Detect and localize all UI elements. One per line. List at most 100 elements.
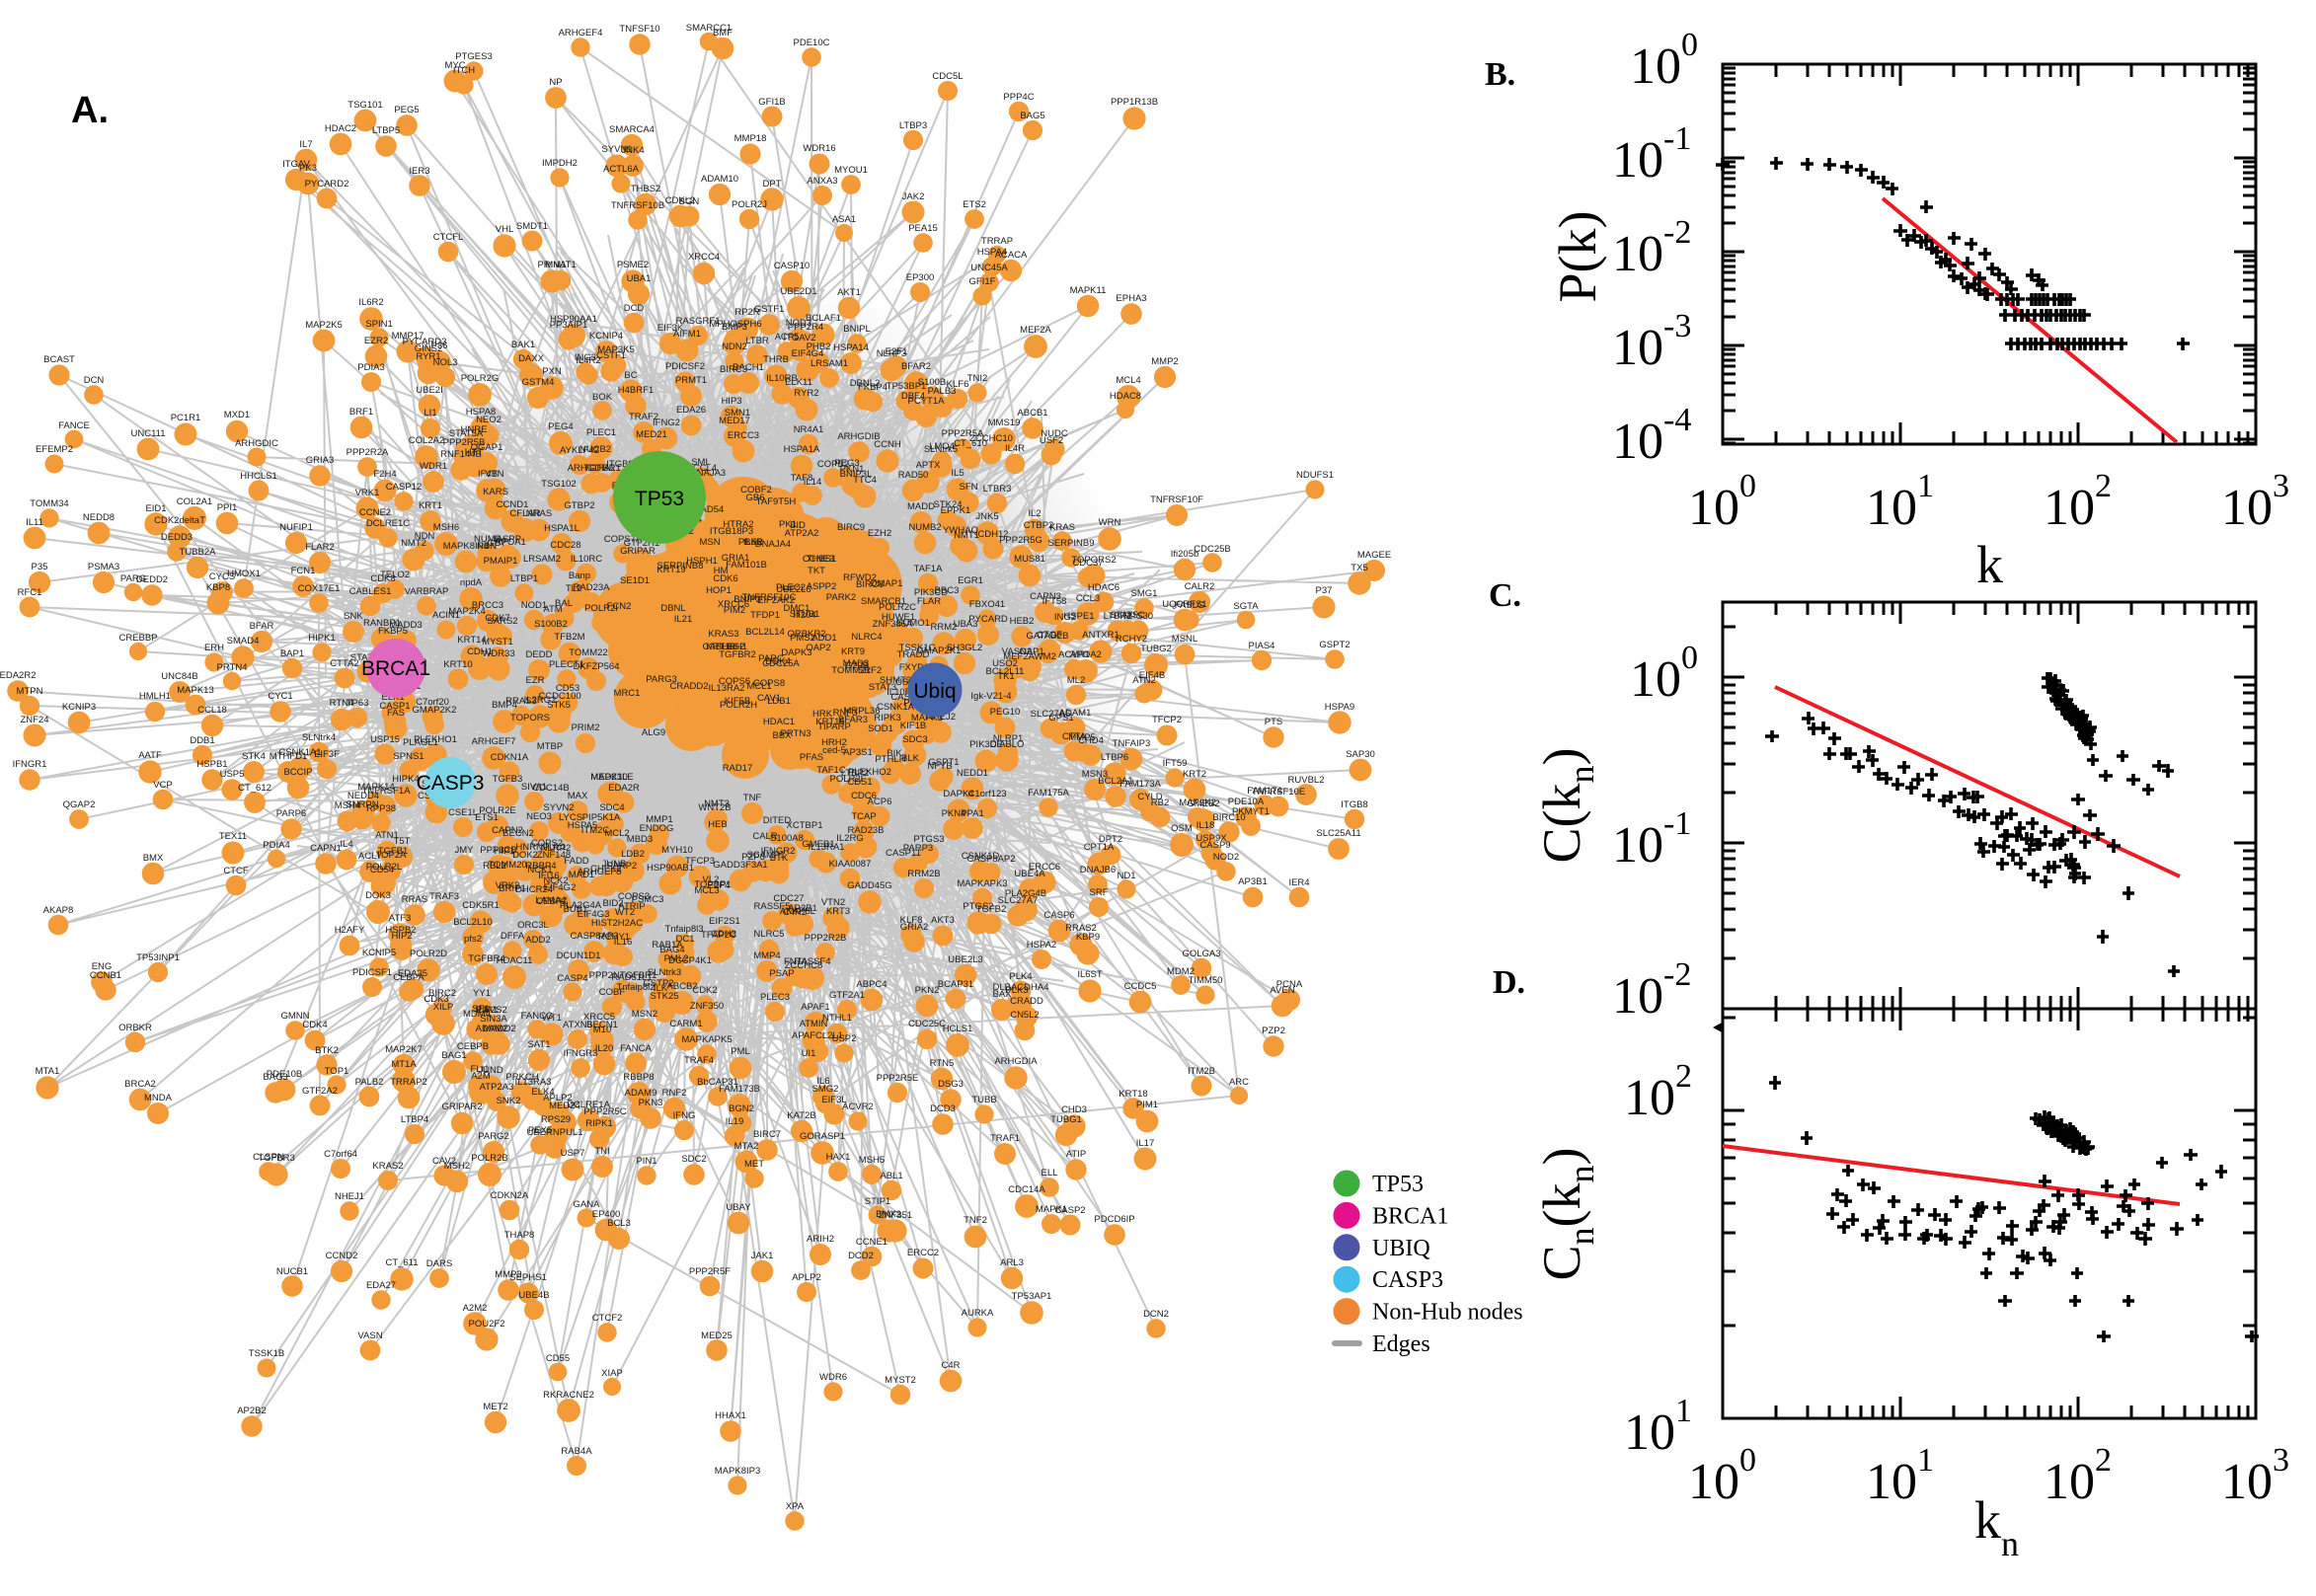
svg-text:DKFZP564: DKFZP564	[574, 661, 620, 672]
svg-text:FKBP5: FKBP5	[378, 626, 408, 637]
svg-text:TP53BP1: TP53BP1	[887, 381, 927, 392]
svg-text:H2AFY: H2AFY	[335, 925, 365, 936]
svg-text:MTA2: MTA2	[734, 1141, 759, 1152]
svg-text:LTBR3: LTBR3	[983, 484, 1012, 494]
svg-text:T5T: T5T	[394, 836, 411, 847]
svg-text:IL4: IL4	[340, 839, 352, 850]
svg-text:FANCA: FANCA	[620, 1043, 652, 1054]
svg-text:PARP3: PARP3	[903, 843, 933, 854]
svg-text:PIK3CD: PIK3CD	[914, 587, 948, 598]
svg-text:VL2: VL2	[703, 874, 720, 885]
svg-text:TOP2A: TOP2A	[376, 850, 408, 861]
svg-text:SMARCC1: SMARCC1	[686, 23, 732, 34]
svg-text:DEDD2: DEDD2	[136, 574, 168, 585]
svg-text:CABLES1: CABLES1	[349, 586, 392, 597]
svg-text:PPP2R5A: PPP2R5A	[942, 428, 984, 439]
svg-text:ARHGEF7: ARHGEF7	[472, 736, 516, 747]
svg-text:POLR2D: POLR2D	[410, 949, 447, 959]
svg-text:P36: P36	[431, 341, 448, 351]
svg-text:SHMT2: SHMT2	[880, 675, 911, 686]
svg-text:MET2: MET2	[483, 1402, 507, 1412]
svg-text:RKRACNE2: RKRACNE2	[543, 1390, 594, 1401]
svg-text:PLECT1: PLECT1	[549, 659, 584, 670]
svg-text:POLR2L: POLR2L	[366, 862, 402, 873]
svg-text:PPP2R5B: PPP2R5B	[443, 437, 486, 448]
svg-text:NMT1: NMT1	[954, 530, 979, 541]
svg-text:POLR2G: POLR2G	[461, 373, 500, 384]
svg-text:MED17: MED17	[719, 416, 750, 426]
svg-text:MAP2K2: MAP2K2	[1179, 798, 1216, 808]
svg-text:ASA1: ASA1	[832, 214, 856, 225]
svg-text:MRPL36: MRPL36	[844, 706, 881, 717]
svg-text:2: 2	[2095, 1442, 2112, 1479]
svg-text:CDC28: CDC28	[550, 540, 580, 551]
svg-text:PKMYT1: PKMYT1	[1232, 806, 1270, 817]
svg-text:CDC37: CDC37	[1072, 558, 1103, 569]
svg-text:IL6ST: IL6ST	[1077, 969, 1103, 980]
svg-text:CARM1: CARM1	[669, 1019, 702, 1029]
svg-text:PTS: PTS	[1265, 717, 1282, 727]
svg-text:PMS2: PMS2	[790, 633, 815, 644]
svg-text:BCCIP: BCCIP	[283, 767, 312, 778]
svg-text:RP2R: RP2R	[734, 307, 759, 318]
svg-text:HTRA2: HTRA2	[723, 519, 753, 530]
svg-text:CT_611: CT_611	[385, 1257, 418, 1268]
svg-text:GTF2H1: GTF2H1	[624, 538, 659, 549]
svg-text:PCNA: PCNA	[1276, 979, 1303, 990]
svg-text:PRTN3: PRTN3	[781, 728, 811, 739]
svg-text:NUCB1: NUCB1	[276, 1266, 308, 1277]
svg-text:ING2: ING2	[1054, 612, 1076, 623]
svg-text:COPS6: COPS6	[719, 676, 750, 687]
svg-text:ELK11: ELK11	[785, 377, 812, 388]
svg-text:NHEJ1: NHEJ1	[335, 1191, 364, 1202]
svg-text:MADD: MADD	[907, 501, 935, 512]
svg-text:PDIA4: PDIA4	[263, 840, 289, 851]
svg-text:IL7: IL7	[299, 139, 312, 150]
svg-text:QGAP1: QGAP1	[471, 442, 503, 453]
svg-text:COBF2: COBF2	[740, 485, 772, 495]
svg-text:EID1: EID1	[145, 503, 166, 514]
svg-text:HSPA1A: HSPA1A	[784, 444, 820, 455]
svg-text:ENG: ENG	[92, 961, 113, 972]
svg-text:UBERNPUL1: UBERNPUL1	[526, 1127, 582, 1138]
svg-text:GINS2: GINS2	[415, 343, 443, 354]
svg-text:DCN2: DCN2	[1143, 1309, 1169, 1320]
svg-text:TNFAIP3: TNFAIP3	[1113, 738, 1151, 749]
svg-text:CHD3: CHD3	[1061, 1104, 1087, 1115]
svg-text:BIRC8: BIRC8	[856, 579, 884, 590]
svg-text:MMP2: MMP2	[1151, 356, 1178, 367]
svg-text:BBC3: BBC3	[935, 585, 960, 596]
svg-text:HIP2: HIP2	[391, 931, 412, 942]
svg-text:TNF: TNF	[743, 793, 762, 803]
svg-text:DIABLO: DIABLO	[990, 739, 1025, 750]
svg-text:XILP: XILP	[433, 1002, 454, 1013]
svg-text:HSPA5: HSPA5	[568, 820, 597, 831]
svg-text:BGN2: BGN2	[729, 1103, 754, 1114]
svg-text:NCK2: NCK2	[543, 875, 568, 886]
svg-text:MSH2: MSH2	[444, 1161, 470, 1172]
svg-text:ADD1: ADD1	[811, 633, 836, 644]
svg-text:HNRE: HNRE	[461, 424, 488, 435]
svg-text:G20B: G20B	[845, 660, 869, 671]
svg-text:UBE4B: UBE4B	[518, 1290, 549, 1301]
svg-text:BMP3: BMP3	[722, 322, 747, 333]
svg-text:CASP1: CASP1	[379, 701, 410, 712]
svg-text:PP3AIP1: PP3AIP1	[550, 320, 588, 331]
svg-text:POLR2J: POLR2J	[732, 199, 767, 210]
svg-text:MXD1: MXD1	[224, 410, 250, 420]
svg-text:PARG3: PARG3	[646, 674, 677, 685]
svg-text:PARP2: PARP2	[607, 861, 637, 872]
svg-text:GSTM4: GSTM4	[522, 377, 555, 388]
svg-text:GTBP2: GTBP2	[564, 500, 594, 511]
svg-text:CASP2: CASP2	[1054, 1205, 1085, 1216]
svg-text:PSME2: PSME2	[617, 260, 649, 270]
svg-text:PARK2: PARK2	[826, 592, 856, 603]
svg-text:TX5: TX5	[1351, 563, 1367, 573]
svg-text:CASP6: CASP6	[1043, 910, 1074, 921]
svg-text:10: 10	[1612, 968, 1663, 1025]
svg-text:XIAP: XIAP	[601, 1368, 623, 1379]
svg-text:APLP2: APLP2	[543, 1093, 573, 1103]
svg-text:CDK2: CDK2	[692, 985, 717, 996]
svg-text:BIRC2: BIRC2	[428, 988, 456, 999]
svg-text:MTA1: MTA1	[36, 1066, 60, 1077]
